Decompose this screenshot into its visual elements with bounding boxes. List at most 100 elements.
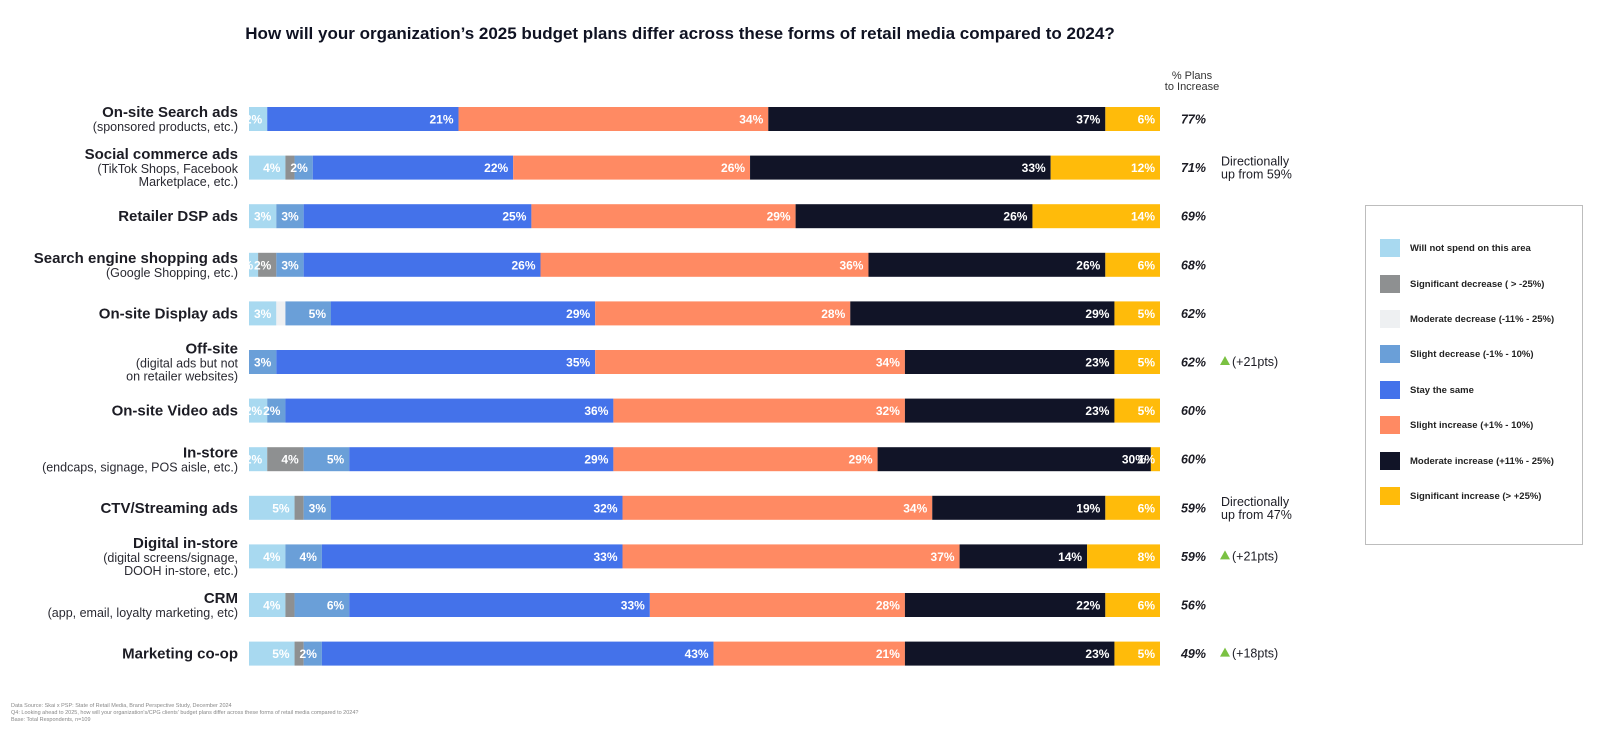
bar-segment xyxy=(321,641,714,666)
footnotes: Data Source: Skai x PSP: State of Retail… xyxy=(11,703,711,723)
bar-segment xyxy=(249,447,268,472)
bar-segment xyxy=(1105,252,1160,277)
bar-value-label: 3% xyxy=(254,356,272,370)
bar-value-label: 25% xyxy=(502,210,526,224)
bar-segment xyxy=(249,350,277,374)
bar-row: Social commerce ads(TikTok Shops, Facebo… xyxy=(85,146,1292,189)
bar-segment xyxy=(877,447,1151,472)
change-note: (+18pts) xyxy=(1232,647,1278,661)
bar-value-label: 37% xyxy=(931,550,955,564)
bar-value-label: 6% xyxy=(327,599,345,613)
bar-segment xyxy=(349,447,614,472)
bar-value-label: 26% xyxy=(1076,258,1100,272)
bar-segment xyxy=(267,398,286,423)
up-arrow-icon xyxy=(1220,550,1230,560)
bar-value-label: 14% xyxy=(1058,550,1082,564)
bar-value-label: 4% xyxy=(300,550,318,564)
bar-value-label: 30% xyxy=(1122,453,1146,467)
legend-swatch xyxy=(1380,239,1400,257)
bar-value-label: 1% xyxy=(236,258,254,272)
legend-swatch xyxy=(1380,452,1400,470)
legend-item: Moderate decrease (-11% - 25%) xyxy=(1380,310,1554,328)
percent-increase-total: 56% xyxy=(1181,599,1206,613)
bar-value-label: 5% xyxy=(327,453,345,467)
bar-segment xyxy=(249,107,268,131)
bar-value-label: 5% xyxy=(1138,307,1156,321)
bar-value-label: 35% xyxy=(566,356,590,370)
legend-item: Stay the same xyxy=(1380,381,1474,399)
bar-segment xyxy=(1114,398,1160,423)
percent-increase-total: 60% xyxy=(1181,404,1206,418)
bar-segment xyxy=(850,301,1115,326)
bar-segment xyxy=(249,301,277,326)
row-sublabel: Marketplace, etc.) xyxy=(139,175,238,189)
bar-value-label: 2% xyxy=(245,453,263,467)
footnote-question: Q4: Looking ahead to 2025, how will your… xyxy=(11,709,359,716)
row-sublabel: (digital screens/signage, xyxy=(103,551,238,565)
chart-title: How will your organization’s 2025 budget… xyxy=(245,24,1115,43)
column-header-line-1: % Plans xyxy=(1172,70,1213,82)
bar-segment xyxy=(868,252,1106,277)
bar-value-label: 29% xyxy=(849,453,873,467)
bar-segment xyxy=(303,252,541,277)
legend-label: Slight increase (+1% - 10%) xyxy=(1410,419,1534,431)
bar-segment xyxy=(267,447,304,472)
bar-row: On-site Search ads(sponsored products, e… xyxy=(93,104,1206,134)
bar-value-label: 5% xyxy=(272,501,290,515)
row-label: Digital in-store xyxy=(133,535,238,552)
bar-value-label: 14% xyxy=(1131,210,1155,224)
legend-swatch xyxy=(1380,345,1400,363)
bar-segment xyxy=(1114,350,1160,374)
bar-value-label: 23% xyxy=(1085,356,1109,370)
bar-value-label: 28% xyxy=(876,599,900,613)
footnote-base: Base: Total Respondents, n=109 xyxy=(11,716,91,723)
bar-segment xyxy=(249,544,286,569)
bar-segment xyxy=(249,155,286,180)
bar-segment xyxy=(249,495,295,520)
bar-value-label: 23% xyxy=(1085,647,1109,661)
bar-value-label: 4% xyxy=(263,599,281,613)
bar-row: On-site Display ads 3% 5% 29% 28% 29% 5% 62% xyxy=(99,301,1206,326)
bar-segment xyxy=(276,301,286,326)
legend-item: Significant increase (> +25%) xyxy=(1380,487,1541,505)
legend-item: Moderate increase (+11% - 25%) xyxy=(1380,452,1554,470)
bar-segment xyxy=(258,252,277,277)
bar-value-label: 22% xyxy=(1076,599,1100,613)
bar-segment xyxy=(595,350,905,374)
bar-segment xyxy=(750,155,1051,180)
bar-segment xyxy=(249,398,268,423)
bar-value-label: 6% xyxy=(1138,258,1156,272)
legend-label: Moderate increase (+11% - 25%) xyxy=(1410,455,1554,467)
bar-segment xyxy=(649,593,905,617)
bar-segment xyxy=(249,252,259,277)
bar-segment xyxy=(330,301,596,326)
bar-value-label: 33% xyxy=(1022,161,1046,175)
percent-increase-total: 62% xyxy=(1181,307,1206,321)
bar-row: Retailer DSP ads 3% 3% 25% 29% 26% 14% 69% xyxy=(118,204,1206,229)
bar-value-label: 2% xyxy=(245,404,263,418)
bar-value-label: 34% xyxy=(903,501,927,515)
percent-increase-total: 68% xyxy=(1181,258,1206,272)
row-label: CRM xyxy=(204,590,238,607)
bar-value-label: 5% xyxy=(309,307,327,321)
row-label: Off-site xyxy=(186,340,239,357)
bar-value-label: 26% xyxy=(511,258,535,272)
bar-segment xyxy=(904,350,1115,374)
bar-row: In-store(endcaps, signage, POS aisle, et… xyxy=(42,444,1206,474)
bar-segment xyxy=(1114,301,1160,326)
bar-value-label: 22% xyxy=(484,161,508,175)
bar-segment xyxy=(303,641,322,666)
change-note: (+21pts) xyxy=(1232,355,1278,369)
bar-value-label: 2% xyxy=(245,113,263,127)
bar-segment xyxy=(768,107,1106,131)
bar-segment xyxy=(1105,107,1160,131)
bar-segment xyxy=(303,495,331,520)
bar-value-label: 1% xyxy=(1138,453,1156,467)
bar-segment xyxy=(613,447,878,472)
bar-segment xyxy=(595,301,851,326)
percent-increase-total: 49% xyxy=(1180,647,1206,661)
bar-segment xyxy=(276,252,304,277)
percent-increase-total: 77% xyxy=(1181,113,1206,127)
legend-swatch xyxy=(1380,381,1400,399)
